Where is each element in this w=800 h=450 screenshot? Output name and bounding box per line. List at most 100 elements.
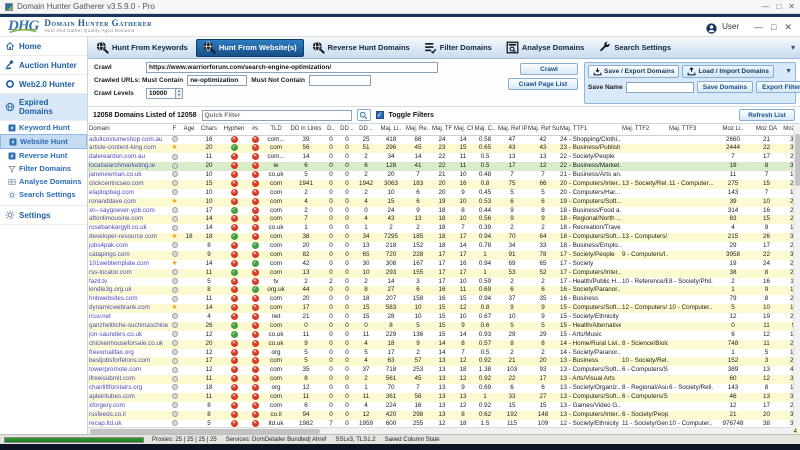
column-header-maj-ttf3[interactable]: Maj. TTF3 [668,124,713,136]
crawl-button[interactable]: Crawl [520,63,578,75]
table-row[interactable]: freexmailfax.org 12 ✕ ✕ org 5 0 0 5 17 2 14 7 0.5 2 2 14… [89,348,797,356]
column-header-maj-cf[interactable]: Maj. CF [453,124,473,136]
sidebar-item-home[interactable]: Home [0,37,87,56]
table-row[interactable]: article-content-king.com ★ 20 ✓ ✕ com 56 0 0 51 29… [88,144,800,154]
column-header-dd[interactable]: DD .. [339,124,355,136]
table-row[interactable]: chairliftforstairs.org 18 ✕ ✕ org 12 0 0 1 70 7 13 9… [89,384,797,392]
domain-link[interactable]: developer-resource.com [89,233,157,241]
favorite-dot-icon[interactable] [171,153,178,160]
table-row[interactable]: jon-saunders.co.uk 12 ✓ ✕ co.uk 11 0 0 11 229 136 1… [89,330,797,338]
table-row[interactable]: elaptopbag.com 10 ✕ ✕ com 2 0 0 2 10 6 20 9 0.45 5 5 20 … [89,188,797,196]
domain-link[interactable]: 101webtemplate.com [89,259,149,267]
table-row[interactable]: adultcostumeshop.com.au 16 ✕ ✕ com... 39 0 0 25 4… [89,135,797,143]
favorite-dot-icon[interactable] [171,251,178,258]
favorite-dot-icon[interactable] [171,340,178,347]
close-button[interactable]: ✕ [784,21,792,32]
column-header-hyphen[interactable]: Hyphen [221,124,247,136]
favorite-dot-icon[interactable] [171,242,178,249]
domain-link[interactable]: towerpromote.com [89,366,142,374]
table-row[interactable]: ganzheitliche-suchmaschine.c...26✓✕com00… [88,321,800,331]
favorite-dot-icon[interactable] [171,402,178,409]
user-label[interactable]: User [722,22,740,31]
favorite-dot-icon[interactable] [171,162,178,169]
favorite-dot-icon[interactable] [171,411,178,418]
table-row[interactable]: ifreeisubmit.com 11 ✕ ✕ com 8 0 0 2 561 45 13 12 0.92… [88,375,800,384]
vertical-scrollbar-thumb[interactable] [795,134,800,186]
column-header-moz-li[interactable]: Moz Li.. [713,124,753,136]
table-row[interactable]: janenewman.co.uk 10 ✕ ✕ co.uk 5 0 0 2 20 7 21 10 0.48… [89,171,797,179]
domain-link[interactable]: ifreeisubmit.com [89,375,135,383]
load-import-tab[interactable]: Load / Import Domains [682,65,774,78]
domain-link[interactable]: localsearchmarketing.ie [89,162,156,170]
refresh-list-button[interactable]: Refresh List [739,109,795,121]
maximize-button[interactable]: □ [776,1,782,11]
tab-hunt-from-website-s[interactable]: Hunt From Website(s) [195,38,304,57]
table-row[interactable]: clickcentricseo.com 15 ✕ ✕ com 1941 0 0 1942 3063… [88,179,800,189]
favorite-star-icon[interactable]: ★ [171,259,178,267]
table-row[interactable]: aftonlimousine.com 14 ✕ ✕ com 7 0 0 4 43 13 18 10 0.5… [88,215,800,225]
favorite-dot-icon[interactable] [171,348,178,355]
favorite-dot-icon[interactable] [171,277,178,284]
domain-link[interactable]: catapings.com [89,250,130,258]
tab-search-settings[interactable]: Search Settings [592,39,677,57]
domain-link[interactable]: rcuv.net [89,313,111,321]
favorite-dot-icon[interactable] [171,331,178,338]
column-header-maj-ref-su[interactable]: Maj. Ref Su.. [527,124,559,136]
must-contain-input[interactable] [187,75,248,86]
domain-link[interactable]: xforgery.com [89,401,125,409]
tabbar-overflow-caret-icon[interactable]: ▾ [790,43,795,52]
sidebar-item-keyword-hunt[interactable]: Keyword Hunt [0,121,87,134]
domain-link[interactable]: chickenhouseforsale.co.uk [89,339,164,347]
minimize-button[interactable]: — [754,21,764,32]
tab-hunt-from-keywords[interactable]: Hunt From Keywords [90,39,194,57]
domain-link[interactable]: kindle3g.org.uk [89,286,132,294]
export-filtered-button[interactable]: Export Filtered [756,81,800,93]
horizontal-scrollbar[interactable] [88,427,793,434]
column-header-dd[interactable]: DD .. [355,124,377,136]
favorite-dot-icon[interactable] [171,135,178,142]
table-row[interactable]: developer-resource.com ★ 18 18 ✓ ✕ com 38 0 0 34 72… [88,233,800,242]
toggle-filters-checkbox[interactable]: ✓ [375,111,384,119]
sidebar-item-web2-0-hunter[interactable]: Web2.0 Hunter [0,75,87,94]
domain-link[interactable]: adultcostumeshop.com.au [89,135,163,143]
favorite-dot-icon[interactable] [171,313,178,320]
domain-link[interactable]: hnbwebsites.com [89,295,138,303]
column-header-moz-da[interactable]: Moz DA [753,124,780,136]
column-header-moz-pa[interactable]: Moz PA [780,124,800,136]
domain-link[interactable]: janenewman.co.uk [89,171,142,179]
tab-reverse-hunt-domains[interactable]: Reverse Hunt Domains [306,39,416,57]
table-row[interactable]: hnbwebsites.com 11 ✕ ✕ com 20 0 0 18 207 158 16 15 0.… [89,295,797,303]
domain-link[interactable]: apleintubes.com [89,392,135,400]
favorite-dot-icon[interactable] [171,206,178,213]
domain-link[interactable]: clickcentricseo.com [89,179,144,187]
column-header-maj-tf[interactable]: Maj. TF [431,124,453,136]
table-row[interactable]: xn--saygoever-ypb.com 17 ✓ ✕ com 2 0 0 0 24 9 18 8 0.… [89,206,797,214]
domain-link[interactable]: rss-locator.com [89,268,132,276]
favorite-star-icon[interactable]: ★ [171,233,178,241]
table-row[interactable]: bestjobsforfelons.com 17 ✕ ✕ com 5 0 0 4 63 57 13 12… [88,357,800,367]
crawl-levels-spinner[interactable]: ▲ ▼ [176,88,183,99]
domain-link[interactable]: fazit.tv [89,277,108,285]
sidebar-item-reverse-hunt[interactable]: Reverse Hunt [0,149,87,162]
domain-link[interactable]: rosebankargyll.co.uk [89,224,147,232]
domain-link[interactable]: dynamicwebrank.com [89,304,150,312]
favorite-dot-icon[interactable] [171,295,178,302]
domain-link[interactable]: jon-saunders.co.uk [89,330,143,338]
tab-filter-domains[interactable]: Filter Domains [418,39,498,57]
column-header-maj-ref-ips[interactable]: Maj. Ref IPs [497,124,527,136]
table-row[interactable]: localsearchmarketing.ie 20 ✕ ✕ ie 6 0 0 6 128 41 22… [88,162,800,171]
save-export-tab[interactable]: Save / Export Domains [588,65,680,78]
favorite-dot-icon[interactable] [171,322,178,329]
domain-link[interactable]: ronanddave.com [89,197,136,205]
table-row[interactable]: dynamicwebrank.com ★ 14 ✕ ✕ com 17 0 0 15 583 10 15 1… [88,304,800,313]
column-header-dd-in-links[interactable]: DD in Links [289,124,323,136]
search-icon[interactable] [356,109,371,121]
table-row[interactable]: jobs4pak.com 8 ✕ ✓ com 20 0 0 13 218 152 18 14 0.78 34… [89,242,797,250]
domain-link[interactable]: freexmailfax.org [89,348,134,356]
favorite-dot-icon[interactable] [171,286,178,293]
table-row[interactable]: towerpromote.com 12 ✕ ✕ com 35 0 0 37 718 253 13 18 1… [89,366,797,374]
column-header-f[interactable]: F [168,124,181,136]
column-header-domain[interactable]: Domain [88,124,168,136]
table-row[interactable]: kindle3g.org.uk 8 ✕ ✓ org.uk 44 0 0 8 27 6 16 11 0.69… [88,286,800,296]
user-avatar-icon[interactable] [706,21,717,34]
